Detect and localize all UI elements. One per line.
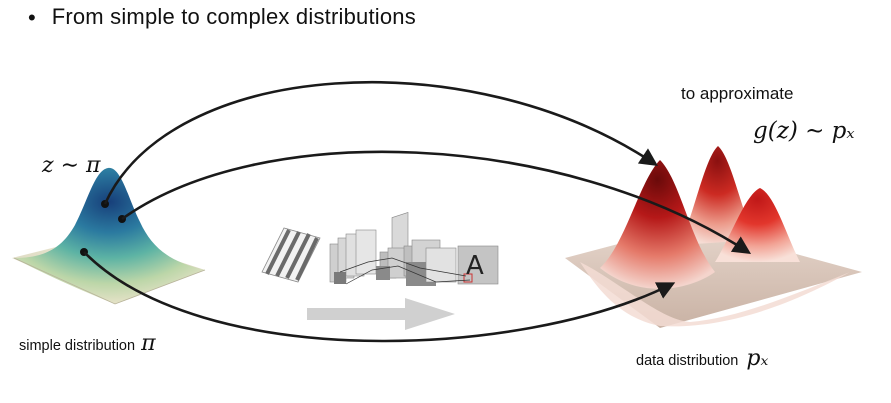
- data-distribution-surface: [565, 146, 862, 328]
- bullet-text: From simple to complex distributions: [51, 4, 416, 29]
- mapping-arrow-bottom: [83, 251, 676, 343]
- bullet-symbol: •: [28, 5, 36, 30]
- bullet-item: • From simple to complex distributions: [28, 4, 416, 30]
- simple-distribution-text: simple distribution: [19, 338, 136, 354]
- neural-network-icon: A: [261, 212, 499, 286]
- simple-distribution-surface: [12, 167, 206, 305]
- z-sample-label: z ∼ π: [42, 153, 101, 178]
- data-distribution-symbol: pₓ: [746, 346, 769, 371]
- mapping-arrow-top: [103, 80, 659, 205]
- to-approximate-label: to approximate: [681, 84, 794, 103]
- mapping-arrow-middle: [121, 150, 752, 254]
- simple-distribution-symbol: π: [141, 331, 156, 356]
- simple-distribution-label: simple distribution π: [19, 331, 156, 356]
- generator-expression: g(z) ∼ pₓ: [753, 118, 855, 144]
- network-output-glyph: A: [466, 251, 484, 281]
- data-distribution-text: data distribution: [636, 353, 739, 369]
- right-arrow-icon: [307, 298, 455, 330]
- data-distribution-label: data distribution pₓ: [636, 346, 768, 371]
